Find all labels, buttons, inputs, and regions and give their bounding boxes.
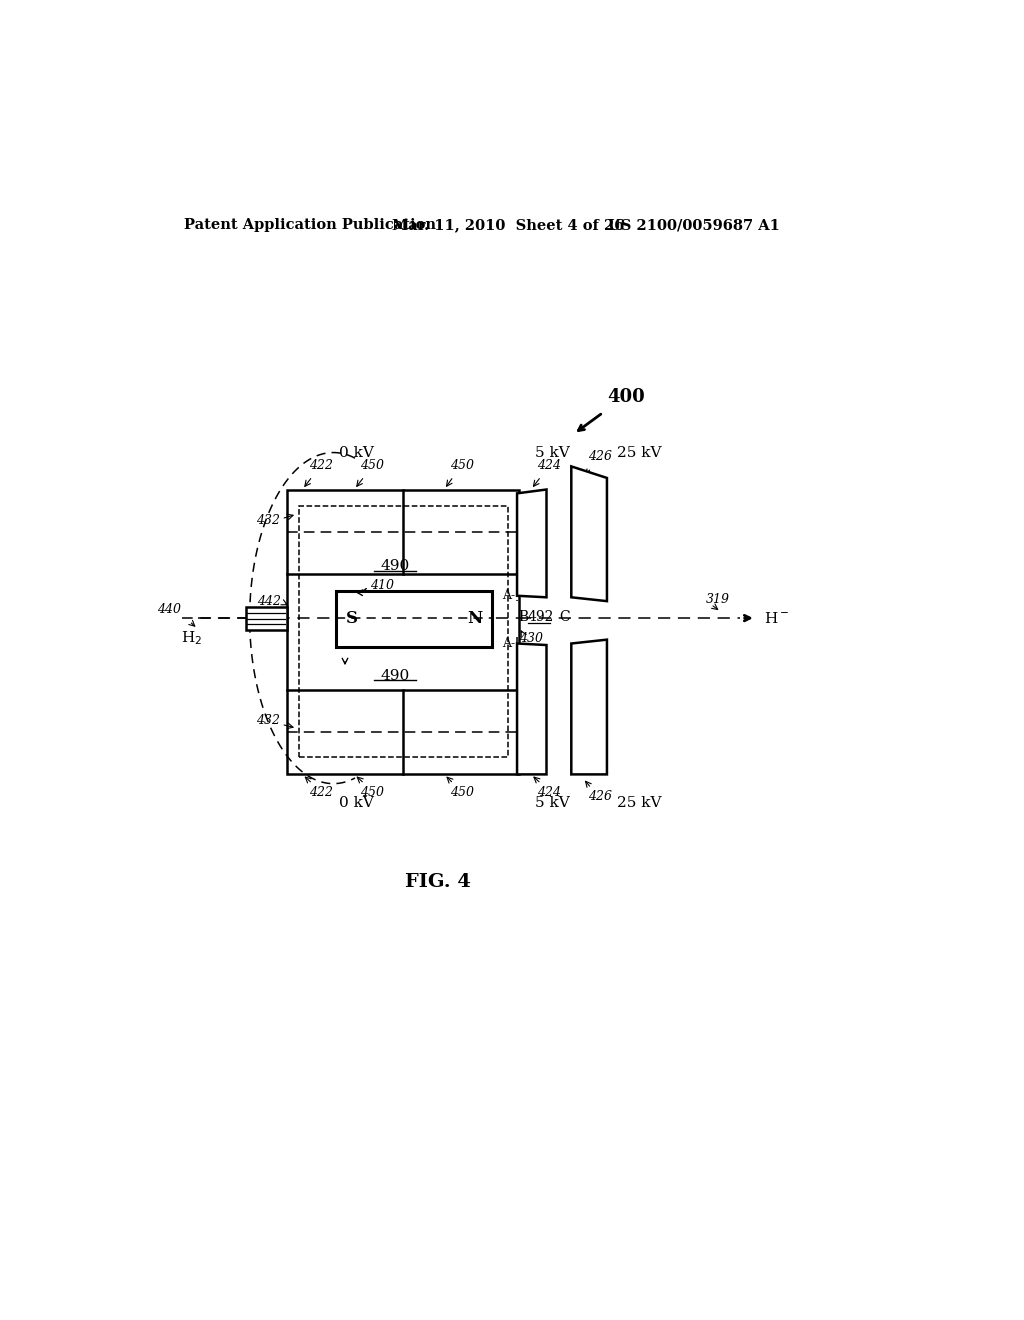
Text: 492: 492 <box>528 610 554 623</box>
Polygon shape <box>517 490 547 598</box>
Text: 424: 424 <box>538 785 561 799</box>
Text: 422: 422 <box>309 459 334 471</box>
Text: FIG. 4: FIG. 4 <box>406 874 471 891</box>
Text: N: N <box>467 610 482 627</box>
Text: A-: A- <box>503 638 515 649</box>
Text: 430: 430 <box>518 632 543 645</box>
Text: S: S <box>346 610 357 627</box>
Text: 450: 450 <box>360 459 384 471</box>
Text: 432: 432 <box>256 714 280 727</box>
Text: B: B <box>518 610 528 623</box>
Polygon shape <box>517 644 547 775</box>
Text: Mar. 11, 2010  Sheet 4 of 26: Mar. 11, 2010 Sheet 4 of 26 <box>391 218 624 232</box>
Text: 490: 490 <box>381 560 410 573</box>
Polygon shape <box>571 640 607 775</box>
Text: A-: A- <box>503 589 515 602</box>
Text: 25 kV: 25 kV <box>617 796 662 810</box>
Text: 5 kV: 5 kV <box>536 796 570 810</box>
Text: 440: 440 <box>157 603 180 615</box>
Text: 450: 450 <box>360 785 384 799</box>
Text: Patent Application Publication: Patent Application Publication <box>183 218 436 232</box>
Text: 426: 426 <box>589 450 612 462</box>
Bar <box>336 591 493 647</box>
Polygon shape <box>571 466 607 601</box>
Text: 0 kV: 0 kV <box>339 796 374 810</box>
Text: 442: 442 <box>257 594 282 607</box>
Text: 450: 450 <box>450 459 474 471</box>
Text: 432: 432 <box>256 513 280 527</box>
Text: 25 kV: 25 kV <box>617 446 662 461</box>
Text: H$^-$: H$^-$ <box>764 611 788 626</box>
Text: H$_2$: H$_2$ <box>180 628 202 647</box>
Text: C: C <box>559 610 569 623</box>
Text: 426: 426 <box>589 789 612 803</box>
Text: 0 kV: 0 kV <box>339 446 374 461</box>
Bar <box>246 607 287 631</box>
Text: 422: 422 <box>309 785 334 799</box>
Text: 424: 424 <box>538 459 561 471</box>
Text: 450: 450 <box>450 785 474 799</box>
Text: 490: 490 <box>381 669 410 682</box>
Bar <box>287 490 519 775</box>
Text: US 2100/0059687 A1: US 2100/0059687 A1 <box>608 218 780 232</box>
Text: 5 kV: 5 kV <box>536 446 570 461</box>
Text: 410: 410 <box>370 579 394 593</box>
Text: 319: 319 <box>706 593 729 606</box>
Bar <box>299 507 508 758</box>
Text: 400: 400 <box>607 388 645 407</box>
